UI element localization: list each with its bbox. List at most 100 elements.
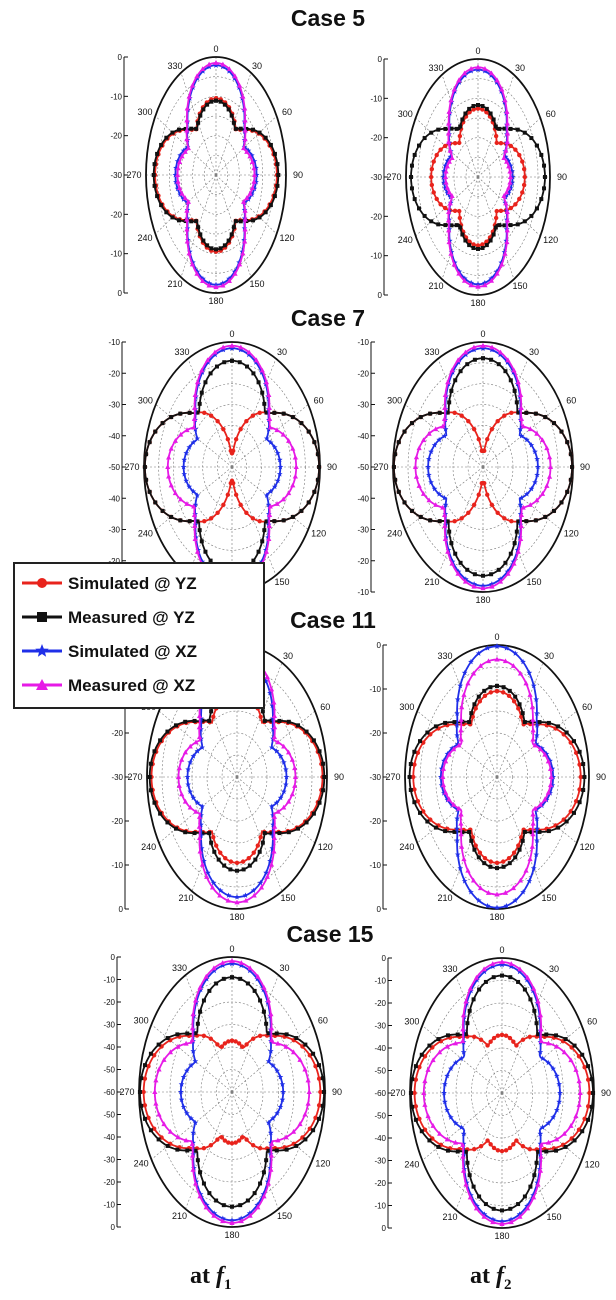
series-marker bbox=[564, 819, 569, 824]
series-marker bbox=[238, 962, 244, 968]
series-marker bbox=[313, 1064, 318, 1069]
series-marker bbox=[144, 477, 149, 482]
series-marker bbox=[520, 504, 526, 510]
angle-label: 30 bbox=[515, 63, 525, 73]
series-marker bbox=[441, 1090, 447, 1096]
series-marker bbox=[233, 437, 239, 442]
series-marker bbox=[445, 1148, 450, 1153]
series-marker bbox=[528, 997, 533, 1002]
series-marker bbox=[491, 975, 496, 980]
series-marker bbox=[253, 172, 260, 178]
series-marker bbox=[148, 761, 153, 766]
series-marker bbox=[147, 489, 152, 494]
legend-marker-circle bbox=[37, 578, 47, 588]
series-marker bbox=[441, 512, 448, 518]
series-marker bbox=[477, 663, 484, 668]
series-marker bbox=[270, 1115, 276, 1121]
series-marker bbox=[413, 473, 420, 479]
series-marker bbox=[211, 967, 218, 974]
series-marker bbox=[445, 379, 451, 385]
series-marker bbox=[226, 238, 231, 243]
series-marker bbox=[417, 143, 422, 148]
series-marker bbox=[520, 423, 526, 429]
series-marker bbox=[443, 829, 448, 834]
series-marker bbox=[181, 456, 188, 463]
grid-spoke bbox=[155, 404, 233, 468]
series-marker bbox=[537, 1049, 544, 1055]
series-marker bbox=[529, 830, 534, 835]
series-marker bbox=[289, 791, 295, 797]
angle-label: 240 bbox=[387, 529, 402, 539]
series-marker bbox=[187, 804, 193, 810]
series-marker bbox=[441, 179, 447, 186]
series-marker bbox=[504, 130, 511, 136]
series-marker bbox=[264, 674, 270, 680]
series-marker bbox=[178, 496, 184, 502]
series-marker bbox=[491, 1145, 497, 1151]
series-marker bbox=[253, 179, 259, 185]
series-marker bbox=[208, 1143, 214, 1148]
series-marker bbox=[208, 371, 213, 376]
series-marker bbox=[480, 104, 485, 109]
angle-label: 150 bbox=[526, 577, 541, 587]
series-marker bbox=[289, 756, 295, 762]
grid-spoke bbox=[231, 404, 309, 468]
series-marker bbox=[530, 811, 536, 817]
series-marker bbox=[256, 549, 261, 554]
series-marker bbox=[573, 798, 579, 804]
series-marker bbox=[465, 1160, 470, 1165]
series-marker bbox=[299, 421, 304, 426]
series-marker bbox=[534, 825, 540, 832]
series-marker bbox=[449, 126, 454, 131]
series-marker bbox=[142, 1103, 148, 1108]
series-marker bbox=[268, 1025, 275, 1031]
series-marker bbox=[194, 748, 201, 754]
grid-ring bbox=[204, 155, 228, 195]
series-marker bbox=[279, 1096, 286, 1103]
series-marker bbox=[443, 758, 449, 764]
series-marker bbox=[283, 1134, 289, 1140]
series-marker bbox=[173, 179, 179, 185]
series-marker bbox=[415, 798, 421, 804]
series-marker bbox=[164, 210, 169, 215]
series-marker bbox=[559, 500, 564, 505]
series-marker bbox=[209, 884, 216, 890]
series-marker bbox=[577, 762, 582, 767]
series-marker bbox=[504, 189, 510, 195]
series-marker bbox=[233, 126, 238, 131]
grid-ring bbox=[173, 383, 291, 551]
series-marker bbox=[266, 416, 273, 421]
series-marker bbox=[463, 238, 468, 243]
series-marker bbox=[302, 1066, 308, 1072]
series-marker bbox=[520, 190, 525, 195]
series-marker bbox=[460, 1130, 467, 1137]
series-marker bbox=[447, 147, 453, 153]
series-marker bbox=[510, 885, 517, 891]
series-marker bbox=[477, 885, 484, 891]
series-marker bbox=[220, 1218, 226, 1224]
legend-label: Measured @ XZ bbox=[68, 676, 195, 695]
series-marker bbox=[417, 1116, 422, 1121]
series-marker bbox=[413, 1104, 419, 1109]
series-marker bbox=[516, 979, 521, 984]
series-marker bbox=[204, 874, 210, 879]
series-marker bbox=[213, 60, 219, 65]
series-marker bbox=[532, 805, 538, 811]
series-marker bbox=[263, 435, 270, 441]
series-marker bbox=[213, 284, 219, 290]
series-marker bbox=[290, 445, 296, 451]
series-marker bbox=[185, 781, 191, 787]
series-marker bbox=[563, 1144, 568, 1149]
series-marker bbox=[317, 749, 322, 754]
series-marker bbox=[246, 967, 253, 974]
series-marker bbox=[472, 572, 477, 577]
series-marker bbox=[240, 859, 246, 864]
series-marker bbox=[235, 868, 239, 873]
legend-label: Simulated @ YZ bbox=[68, 574, 197, 593]
radial-tick-label: -20 bbox=[110, 210, 122, 219]
series-marker bbox=[426, 430, 432, 436]
series-marker bbox=[458, 716, 464, 722]
series-marker bbox=[280, 1089, 286, 1095]
series-marker bbox=[437, 1130, 443, 1136]
series-marker bbox=[262, 718, 267, 723]
